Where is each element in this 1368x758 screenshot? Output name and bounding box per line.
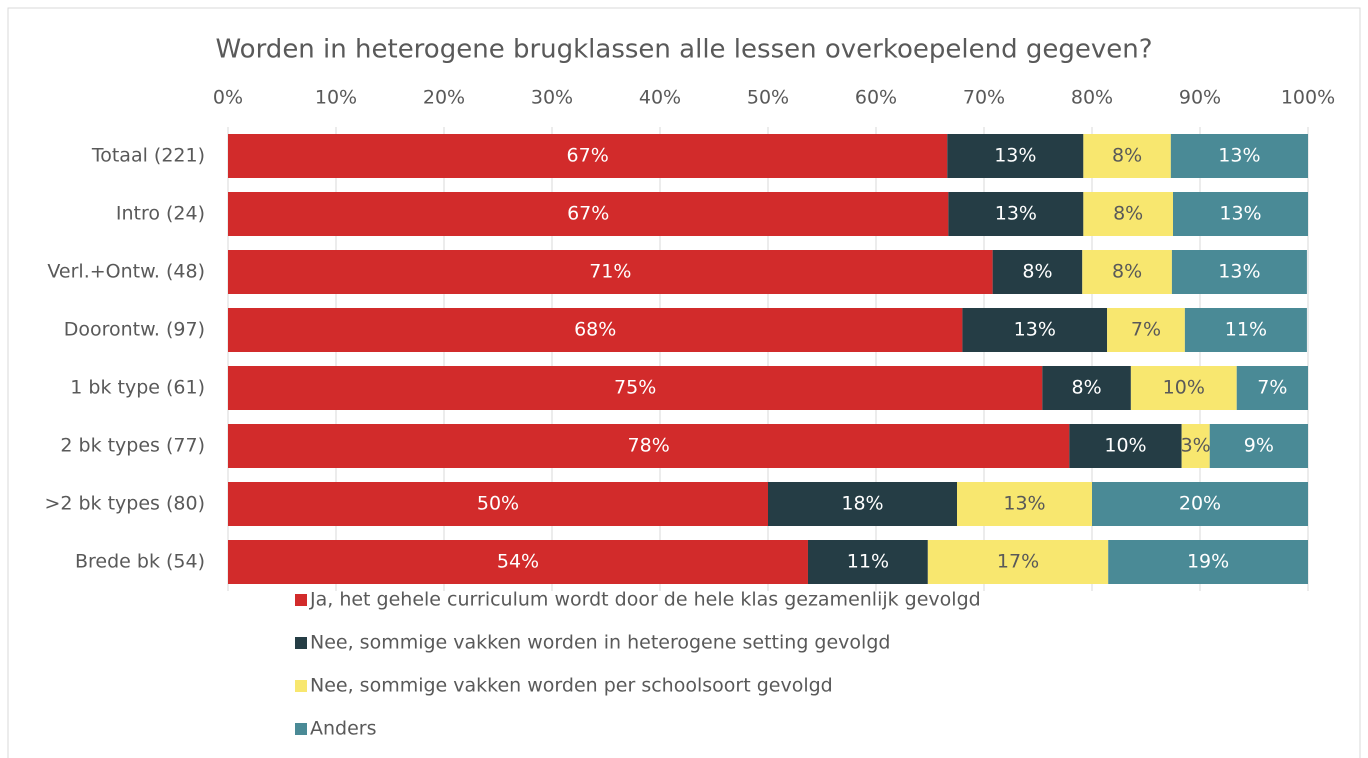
- x-tick-label: 50%: [747, 87, 789, 109]
- data-label: 75%: [614, 377, 656, 399]
- data-label: 13%: [995, 203, 1037, 225]
- bar-segment: [992, 250, 1083, 294]
- data-label: 19%: [1187, 551, 1229, 573]
- bar-segment: [1209, 424, 1308, 468]
- y-tick-label: Doorontw. (97): [64, 319, 205, 341]
- bar-segment: [1170, 134, 1308, 178]
- data-label: 13%: [1003, 493, 1045, 515]
- data-label: 13%: [1218, 145, 1260, 167]
- x-tick-label: 90%: [1179, 87, 1221, 109]
- data-label: 13%: [1014, 319, 1056, 341]
- bar-segment: [228, 540, 808, 584]
- data-label: 67%: [567, 145, 609, 167]
- bar-segment: [1069, 424, 1182, 468]
- y-tick-label: Verl.+Ontw. (48): [47, 261, 205, 283]
- data-label: 10%: [1104, 435, 1146, 457]
- legend-swatch: [295, 637, 307, 649]
- legend-label: Nee, sommige vakken worden in heterogene…: [310, 632, 890, 654]
- y-tick-label: >2 bk types (80): [44, 493, 205, 515]
- bar-segment: [1107, 308, 1185, 352]
- bar-segment: [1184, 308, 1307, 352]
- data-label: 8%: [1022, 261, 1052, 283]
- x-tick-label: 100%: [1281, 87, 1335, 109]
- data-label: 3%: [1181, 435, 1211, 457]
- bar-segment: [768, 482, 957, 526]
- data-label: 67%: [567, 203, 609, 225]
- bar-segment: [1108, 540, 1308, 584]
- data-label: 9%: [1244, 435, 1274, 457]
- legend-label: Anders: [310, 718, 377, 740]
- bar-segment: [1082, 250, 1172, 294]
- chart-title: Worden in heterogene brugklassen alle le…: [215, 35, 1152, 65]
- y-tick-label: Brede bk (54): [75, 551, 205, 573]
- data-label: 68%: [574, 319, 616, 341]
- bar-segment: [1083, 134, 1171, 178]
- bar-segment: [948, 192, 1084, 236]
- data-label: 18%: [841, 493, 883, 515]
- x-tick-label: 80%: [1071, 87, 1113, 109]
- data-label: 54%: [497, 551, 539, 573]
- bar-segment: [1173, 192, 1308, 236]
- data-label: 7%: [1257, 377, 1287, 399]
- data-label: 11%: [847, 551, 889, 573]
- data-label: 11%: [1225, 319, 1267, 341]
- bar-segment: [228, 482, 768, 526]
- y-tick-label: Totaal (221): [91, 145, 205, 167]
- y-tick-label: 2 bk types (77): [60, 435, 205, 457]
- bar-segment: [957, 482, 1092, 526]
- x-tick-label: 70%: [963, 87, 1005, 109]
- bar-segment: [947, 134, 1084, 178]
- bar-segment: [228, 192, 949, 236]
- data-label: 17%: [997, 551, 1039, 573]
- bar-segment: [1181, 424, 1210, 468]
- y-tick-label: 1 bk type (61): [70, 377, 205, 399]
- bar-segment: [228, 424, 1070, 468]
- x-tick-label: 10%: [315, 87, 357, 109]
- bar-segment: [228, 308, 963, 352]
- bar-segment: [228, 250, 993, 294]
- legend-swatch: [295, 680, 307, 692]
- data-label: 13%: [1218, 261, 1260, 283]
- x-tick-label: 20%: [423, 87, 465, 109]
- bar-segment: [1236, 366, 1308, 410]
- data-label: 71%: [589, 261, 631, 283]
- bar-segment: [1171, 250, 1307, 294]
- data-label: 13%: [994, 145, 1036, 167]
- legend-swatch: [295, 723, 307, 735]
- data-label: 8%: [1113, 203, 1143, 225]
- data-label: 20%: [1179, 493, 1221, 515]
- legend-label: Nee, sommige vakken worden per schoolsoo…: [310, 675, 833, 697]
- x-tick-label: 0%: [213, 87, 243, 109]
- data-label: 8%: [1072, 377, 1102, 399]
- data-label: 78%: [628, 435, 670, 457]
- bar-segment: [1042, 366, 1131, 410]
- bar-segment: [807, 540, 928, 584]
- data-label: 7%: [1131, 319, 1161, 341]
- bar-segment: [1092, 482, 1308, 526]
- bar-segment: [927, 540, 1109, 584]
- data-label: 10%: [1163, 377, 1205, 399]
- x-tick-label: 30%: [531, 87, 573, 109]
- legend-swatch: [295, 594, 307, 606]
- x-tick-label: 60%: [855, 87, 897, 109]
- bar-segment: [1083, 192, 1173, 236]
- bar-segment: [962, 308, 1108, 352]
- bar-segment: [228, 366, 1043, 410]
- data-label: 8%: [1112, 145, 1142, 167]
- data-label: 13%: [1219, 203, 1261, 225]
- y-tick-label: Intro (24): [116, 203, 205, 225]
- bar-segment: [1130, 366, 1237, 410]
- bar-segment: [228, 134, 948, 178]
- data-label: 8%: [1112, 261, 1142, 283]
- data-label: 50%: [477, 493, 519, 515]
- x-tick-label: 40%: [639, 87, 681, 109]
- legend-label: Ja, het gehele curriculum wordt door de …: [309, 589, 981, 611]
